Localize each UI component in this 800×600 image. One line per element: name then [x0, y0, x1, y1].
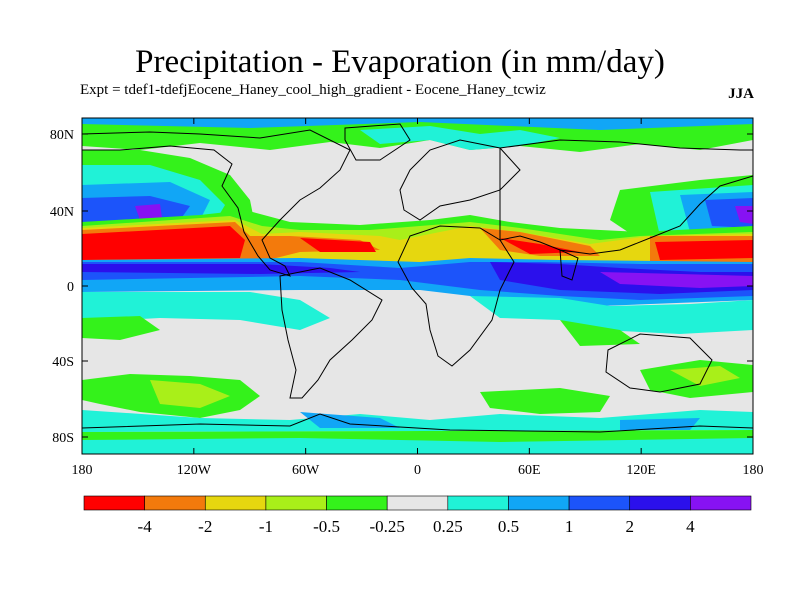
lat-tick-label: 40S: [52, 355, 74, 370]
smid-lime: [150, 366, 740, 408]
smid-green: [82, 360, 753, 418]
colorbar-swatch: [568, 495, 631, 511]
itcz-purple: [600, 272, 753, 288]
coastlines: [82, 123, 753, 433]
lat-tick-label: 80N: [50, 128, 74, 143]
arctic-cyan: [360, 126, 560, 150]
arctic-blue: [82, 118, 753, 130]
npac-blue: [82, 196, 190, 222]
europe-coast: [399, 139, 521, 221]
colorbar-label: 0.5: [498, 517, 519, 536]
colorbar-swatch: [265, 495, 327, 511]
subtrop-orange: [82, 222, 753, 262]
south-america-coast: [279, 267, 383, 399]
colorbar-label: 2: [625, 517, 634, 536]
north-america-coast: [82, 129, 351, 277]
lat-tick-label: 40N: [50, 205, 74, 220]
experiment-subtitle: Expt = tdef1-tdefjEocene_Haney_cool_high…: [80, 82, 546, 98]
subtrop-red: [82, 226, 753, 260]
colorbar-swatch: [144, 495, 206, 511]
lon-tick-label: 180: [743, 463, 764, 478]
colorbar-label: -4: [138, 517, 153, 536]
colorbar-label: -0.5: [313, 517, 340, 536]
lon-tick-label: 180: [72, 463, 93, 478]
pe-field: [82, 118, 753, 454]
india-coast: [559, 249, 579, 281]
colorbar-swatch: [447, 495, 509, 511]
colorbar-label: -0.25: [369, 517, 404, 536]
colorbar-swatch: [629, 495, 691, 511]
season-label: JJA: [728, 86, 754, 102]
lat-tick-label: 80S: [52, 431, 74, 446]
colorbar-swatch: [690, 495, 752, 511]
lat-tick-label: 0: [67, 280, 74, 295]
lon-tick-label: 0: [414, 463, 421, 478]
southtrop-cyan: [82, 292, 753, 334]
colorbar-swatch: [204, 495, 267, 511]
npac-purple: [135, 204, 162, 220]
itcz-dark-blue: [82, 262, 753, 294]
greenland-coast: [344, 123, 411, 161]
colorbar-swatch: [508, 495, 570, 511]
map-title: Precipitation - Evaporation (in mm/day): [135, 44, 665, 80]
antarctica-coast: [82, 413, 753, 433]
lon-tick-label: 60W: [292, 463, 320, 478]
lon-tick-label: 120W: [177, 463, 212, 478]
colorbar-label: -2: [198, 517, 212, 536]
lon-tick-label: 120E: [626, 463, 656, 478]
map-axes: 80N 40N 0 40S 80S 180 120W 60W 0 60E 120E 180: [50, 118, 764, 478]
southtrop-green: [82, 316, 640, 346]
africa-coast: [397, 225, 515, 367]
smid-cyan: [82, 410, 753, 432]
australia-coast: [605, 333, 713, 393]
colorbar-label: 4: [686, 517, 695, 536]
asia-coast: [499, 139, 753, 255]
colorbar-swatch: [83, 495, 145, 511]
antarctic-cyan: [82, 438, 753, 454]
colorbar-label: 0.25: [433, 517, 463, 536]
colorbar-swatch: [386, 495, 449, 511]
colorbar-swatch: [326, 495, 388, 511]
colorbar: -4 -2 -1 -0.5 -0.25 0.25 0.5 1 2 4: [83, 495, 752, 536]
colorbar-label: -1: [259, 517, 273, 536]
lon-tick-label: 60E: [518, 463, 541, 478]
colorbar-label: 1: [565, 517, 574, 536]
